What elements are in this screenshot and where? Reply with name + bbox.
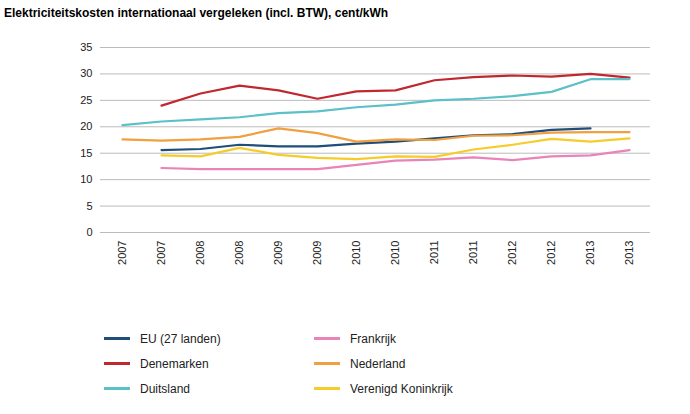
html-text:Frankrijk: Frankrijk (350, 331, 396, 346)
svg-text:30: 30 (80, 67, 92, 79)
svg-text:2012: 2012 (545, 241, 557, 265)
svg-text:2013: 2013 (584, 241, 596, 265)
html-text:Denemarken: Denemarken (140, 356, 209, 371)
svg-text:25: 25 (80, 94, 92, 106)
svg-text:35: 35 (80, 41, 92, 53)
svg-text:5: 5 (86, 200, 92, 212)
svg-text:2007: 2007 (116, 241, 128, 265)
html-text:EU (27 landen): EU (27 landen) (140, 331, 221, 346)
svg-text:2008: 2008 (194, 241, 206, 265)
svg-text:2010: 2010 (389, 241, 401, 265)
svg-text:2012: 2012 (506, 241, 518, 265)
svg-text:2007: 2007 (155, 241, 167, 265)
html-text:Verenigd Koninkrijk: Verenigd Koninkrijk (350, 381, 453, 396)
svg-text:20: 20 (80, 120, 92, 132)
svg-text:2008: 2008 (233, 241, 245, 265)
svg-text:2013: 2013 (623, 241, 635, 265)
svg-text:2011: 2011 (428, 241, 440, 265)
html-text:Nederland: Nederland (350, 356, 406, 371)
html-text:Duitsland: Duitsland (140, 381, 190, 396)
svg-text:2009: 2009 (311, 241, 323, 265)
svg-text:2010: 2010 (350, 241, 362, 265)
svg-text:2011: 2011 (467, 241, 479, 265)
svg-text:10: 10 (80, 173, 92, 185)
svg-text:0: 0 (86, 226, 92, 238)
svg-text:15: 15 (80, 147, 92, 159)
html-text:Elektriciteitskosten internati: Elektriciteitskosten internationaal verg… (4, 6, 389, 20)
svg-text:2009: 2009 (272, 241, 284, 265)
